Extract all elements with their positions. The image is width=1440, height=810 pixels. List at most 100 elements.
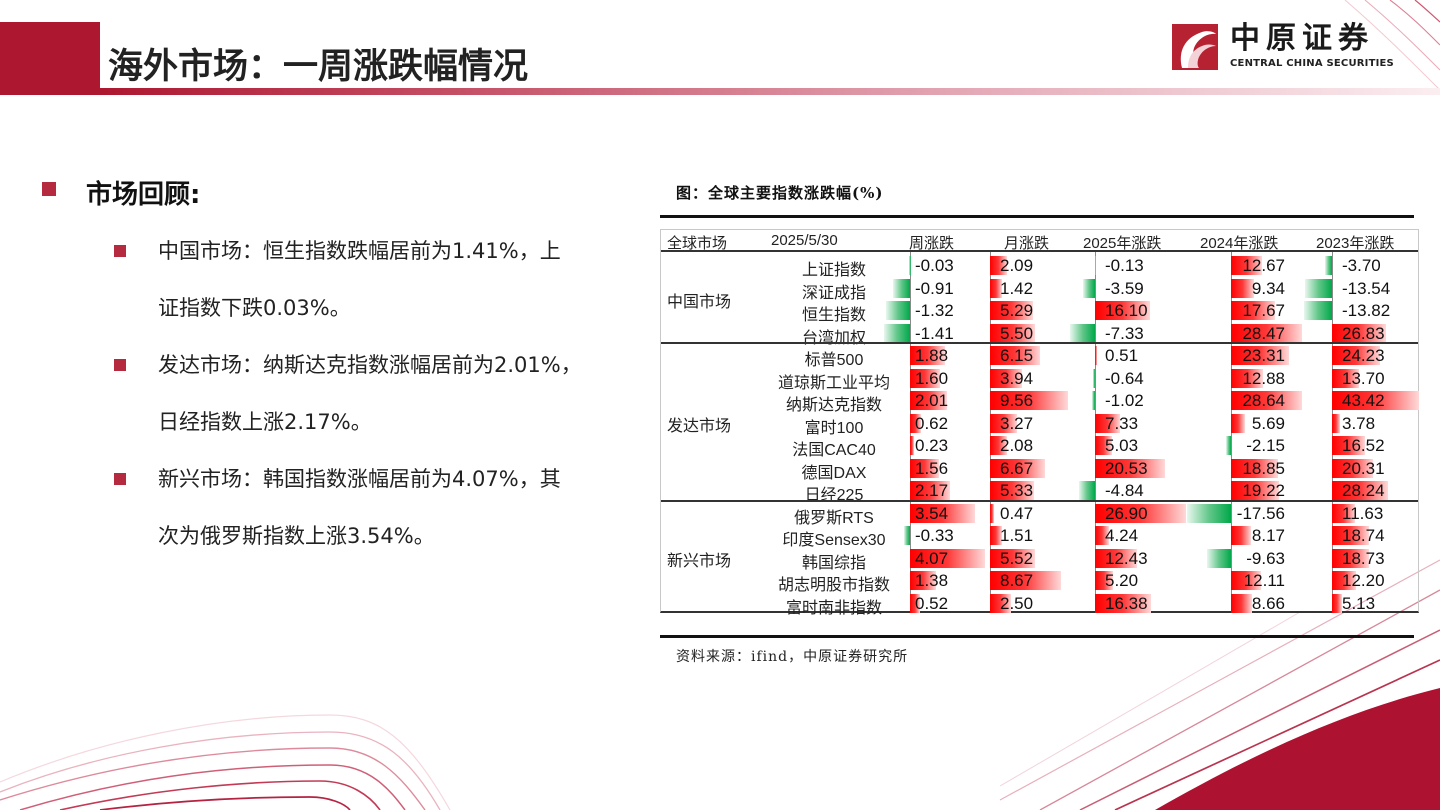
column-header-2024: 2024年涨跌	[1200, 235, 1279, 252]
index-name: 富时100	[804, 419, 864, 437]
positive-data-bar	[1231, 481, 1279, 500]
company-logo: 中原证券 CENTRAL CHINA SECURITIES	[1172, 22, 1412, 72]
positive-data-bar	[1095, 413, 1120, 433]
positive-data-bar	[1231, 571, 1262, 590]
bullet-square-icon	[114, 245, 126, 257]
logo-chinese-name: 中原证券	[1230, 21, 1374, 56]
positive-data-bar	[990, 436, 1008, 455]
column-header-2025: 2025年涨跌	[1083, 235, 1162, 252]
positive-data-bar	[1231, 593, 1253, 613]
cell-value: -1.02	[1105, 391, 1144, 410]
table-row: 恒生指数 -1.32 5.29 16.10 17.67 -13.82	[661, 299, 1418, 324]
table-row: 纳斯达克指数 2.01 9.56 -1.02 28.64 43.42	[661, 389, 1419, 414]
positive-data-bar	[990, 548, 1036, 568]
positive-data-bar	[990, 323, 1036, 343]
positive-data-bar	[1095, 593, 1151, 613]
cell-value: 0.51	[1105, 346, 1139, 365]
paragraph-developed-market: 发达市场：纳斯达克指数涨幅居前为2.01%， 日经指数上涨2.17%。	[158, 337, 628, 451]
market-group: 新兴市场 俄罗斯RTS 3.54 0.47 26.90 -17.56 11.63 印度Sens…	[661, 499, 1418, 617]
market-group: 中国市场 上证指数 -0.03 2.09 -0.13 12.67 -3.70 深证成指 -0.9…	[661, 254, 1418, 347]
index-name: 深证成指	[801, 284, 866, 302]
cell-value: 5.52	[1000, 548, 1034, 568]
positive-data-bar	[1095, 301, 1150, 320]
cell-value: 2.08	[1000, 436, 1034, 455]
positive-data-bar	[990, 256, 1008, 275]
paragraph-line: 日经指数上涨2.17%。	[158, 410, 372, 434]
positive-data-bar	[1095, 503, 1187, 523]
cell-value: 5.29	[1000, 301, 1034, 320]
positive-data-bar	[910, 391, 948, 410]
positive-data-bar	[990, 458, 1045, 478]
section-heading: 市场回顾:	[86, 180, 201, 210]
table-row: 法国CAC40 0.23 2.08 5.03 -2.15 16.52	[661, 434, 1418, 459]
cell-value: 2.17	[915, 481, 949, 500]
bullet-square-icon	[42, 182, 56, 196]
cell-value: 5.50	[1000, 323, 1034, 343]
index-name: 德国DAX	[801, 464, 867, 482]
negative-data-bar	[1091, 391, 1095, 410]
index-name: 富时南非指数	[785, 599, 882, 617]
cell-value: 1.60	[915, 368, 949, 388]
cell-value: -3.59	[1105, 278, 1144, 298]
positive-data-bar	[1095, 458, 1165, 478]
column-header-month: 月涨跌	[1004, 235, 1050, 252]
positive-data-bar	[1332, 346, 1381, 365]
index-performance-table: 全球市场 2025/5/30 周涨跌 月涨跌 2025年涨跌 2024年涨跌 2…	[660, 229, 1419, 617]
cell-value: 20.53	[1105, 458, 1148, 478]
table-row: 深证成指 -0.91 1.42 -3.59 9.34 -13.54	[661, 277, 1418, 302]
cell-value: 4.24	[1105, 526, 1139, 545]
positive-data-bar	[910, 571, 936, 590]
index-name: 道琼斯工业平均	[777, 374, 890, 392]
cell-value: 26.83	[1342, 323, 1385, 343]
index-name: 印度Sensex30	[782, 532, 886, 549]
cell-value: -0.64	[1105, 368, 1144, 388]
cell-value: -0.33	[915, 526, 954, 545]
cell-value: -7.33	[1105, 323, 1144, 343]
negative-data-bar	[883, 323, 910, 343]
positive-data-bar	[1095, 548, 1138, 568]
table-row: 德国DAX 1.56 6.67 20.53 18.85 20.31	[661, 457, 1418, 482]
positive-data-bar	[1095, 571, 1113, 590]
paragraph-line: 发达市场：纳斯达克指数涨幅居前为2.01%，	[158, 353, 582, 377]
negative-data-bar	[893, 278, 910, 298]
cell-value: 28.24	[1342, 481, 1385, 500]
cell-value: 0.62	[915, 413, 949, 433]
cell-value: 1.38	[915, 571, 949, 590]
positive-data-bar	[990, 413, 1017, 433]
cell-value: 1.51	[1000, 526, 1034, 545]
cell-value: -13.54	[1342, 278, 1391, 298]
positive-data-bar	[990, 503, 994, 523]
cell-value: 2.09	[1000, 256, 1034, 275]
cell-value: 16.38	[1105, 593, 1148, 613]
negative-data-bar	[1304, 301, 1332, 320]
positive-data-bar	[910, 413, 922, 433]
title-accent-block	[0, 22, 100, 95]
cell-value: 16.10	[1105, 301, 1148, 320]
cell-value: 24.23	[1342, 346, 1385, 365]
positive-data-bar	[1095, 346, 1097, 365]
table-row: 富时南非指数 0.52 2.50 16.38 8.66 5.13	[661, 592, 1418, 617]
cell-value: 18.73	[1342, 548, 1385, 568]
bullet-square-icon	[114, 473, 126, 485]
cell-value: 18.74	[1342, 526, 1385, 545]
positive-data-bar	[1332, 391, 1419, 410]
index-name: 恒生指数	[801, 307, 866, 324]
cell-value: 1.88	[915, 346, 949, 365]
positive-data-bar	[1231, 368, 1263, 388]
positive-data-bar	[910, 458, 939, 478]
column-header-market: 全球市场	[667, 235, 728, 252]
table-row: 道琼斯工业平均 1.60 3.94 -0.64 12.88 13.70	[661, 367, 1418, 392]
page-title: 海外市场：一周涨跌幅情况	[108, 47, 529, 87]
cell-value: 3.54	[915, 503, 949, 523]
positive-data-bar	[1231, 526, 1252, 545]
positive-data-bar	[1231, 323, 1302, 343]
cell-value: 12.11	[1243, 571, 1285, 590]
market-group-label: 发达市场	[667, 417, 732, 435]
positive-data-bar	[1231, 278, 1255, 298]
cell-value: 5.69	[1251, 413, 1285, 433]
cell-value: 13.70	[1342, 368, 1385, 388]
positive-data-bar	[990, 391, 1069, 410]
positive-data-bar	[1332, 436, 1366, 455]
cell-value: -9.63	[1246, 548, 1285, 568]
cell-value: -17.56	[1236, 503, 1285, 523]
